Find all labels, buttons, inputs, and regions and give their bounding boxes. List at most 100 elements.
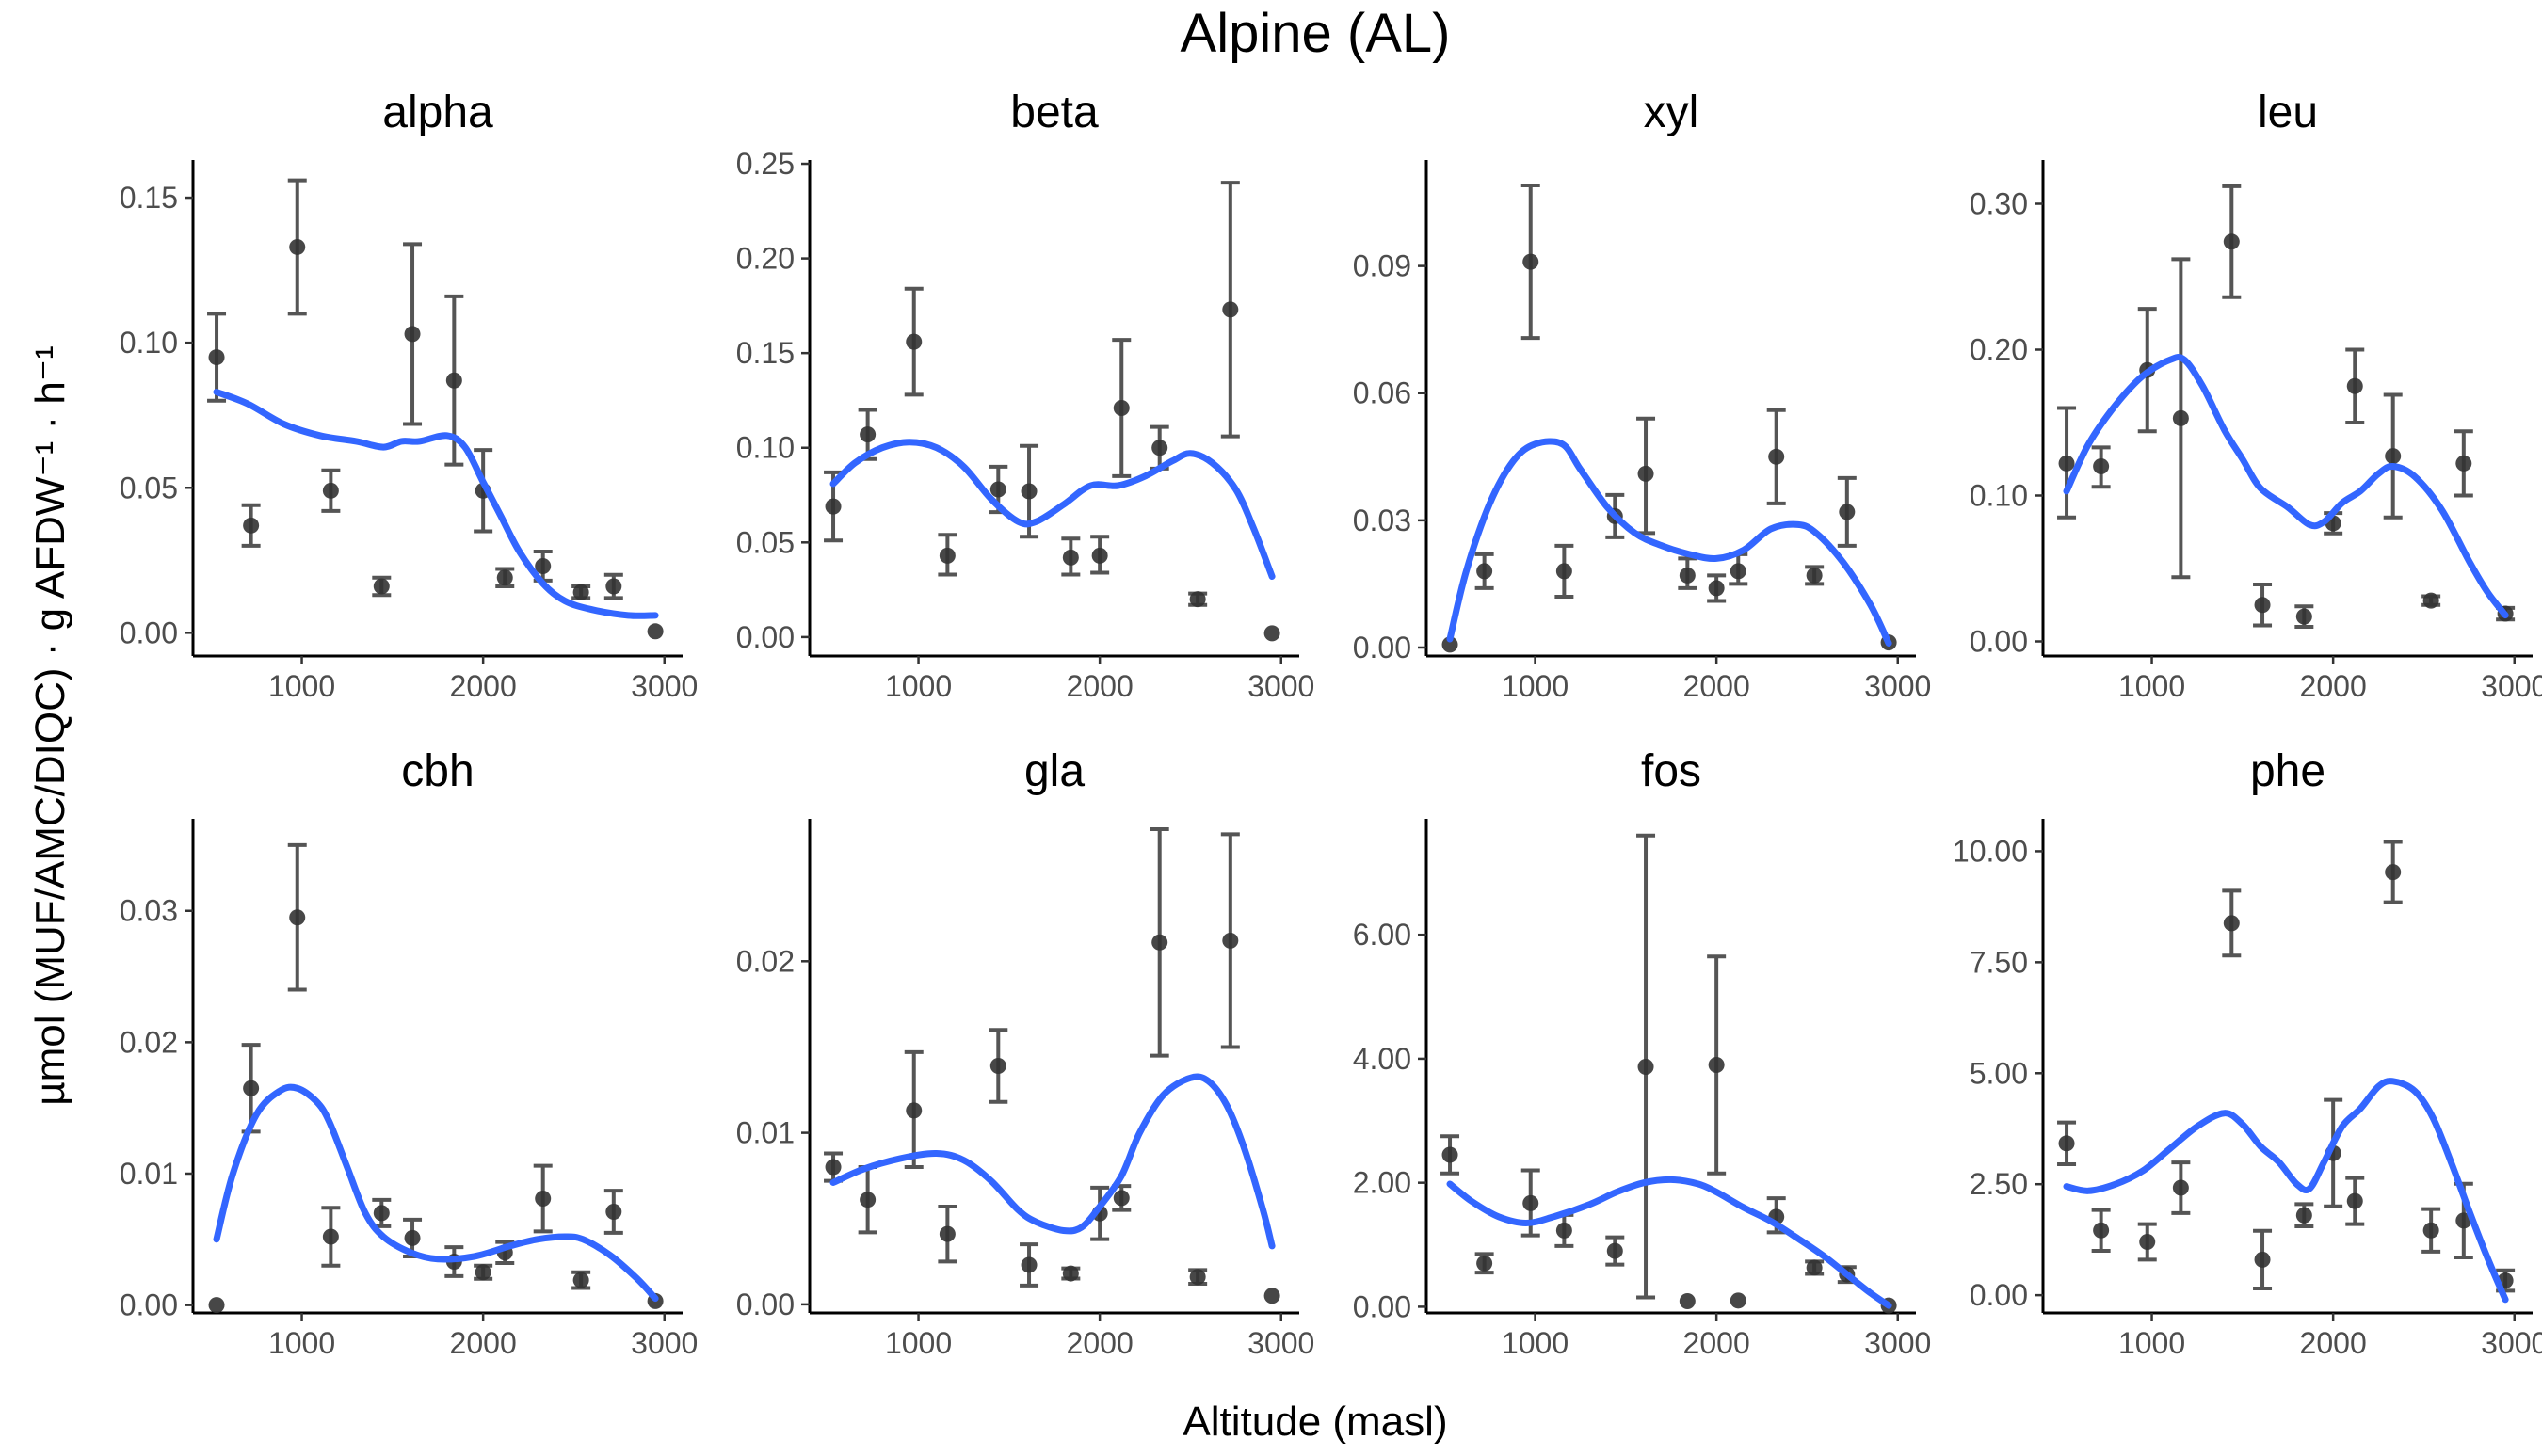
data-point <box>445 372 462 389</box>
data-point <box>208 349 225 366</box>
y-tick-label: 0.20 <box>736 242 795 276</box>
data-point <box>825 1159 842 1176</box>
data-point <box>1708 1057 1725 1074</box>
data-point <box>1062 549 1079 566</box>
x-tick-label: 1000 <box>1502 669 1569 703</box>
panel-title: beta <box>1010 88 1099 137</box>
data-point <box>373 578 390 595</box>
data-point <box>647 623 664 640</box>
data-point <box>2093 1222 2110 1239</box>
data-point <box>2254 597 2271 614</box>
data-point <box>1189 1269 1206 1286</box>
y-tick-label: 7.50 <box>1970 945 2028 979</box>
data-point <box>2346 377 2363 394</box>
smooth-line <box>2063 354 2509 619</box>
data-point <box>989 1058 1006 1074</box>
data-point <box>939 1225 956 1242</box>
x-tick-label: 3000 <box>1864 669 1931 703</box>
x-tick-label: 3000 <box>1247 669 1314 703</box>
panel-fos: fos 0.00 2.00 4.00 6.00 1000 2000 3000 <box>1353 746 1932 1360</box>
panel-alpha: alpha 0.00 0.05 0.10 0.15 1000 2000 3000 <box>120 88 699 703</box>
data-point <box>2093 458 2110 474</box>
y-tick-label: 4.00 <box>1353 1042 1411 1076</box>
y-tick-label: 0.00 <box>120 616 178 649</box>
data-point <box>1730 1292 1746 1309</box>
data-point <box>1708 580 1725 597</box>
x-tick-label: 1000 <box>2118 669 2185 703</box>
data-point <box>2385 448 2402 465</box>
data-point <box>1062 1265 1079 1282</box>
data-point <box>2223 915 2240 932</box>
data-point <box>939 547 956 564</box>
smooth-line <box>2063 1078 2509 1304</box>
data-point <box>860 1192 877 1208</box>
y-tick-label: 0.09 <box>1353 249 1411 283</box>
data-point <box>1476 563 1493 580</box>
smooth-line <box>1446 1176 1892 1309</box>
x-tick-label: 1000 <box>268 669 335 703</box>
data-point <box>535 557 552 574</box>
y-tick-label: 0.02 <box>120 1025 178 1059</box>
x-tick-label: 2000 <box>2300 669 2367 703</box>
smooth-line <box>829 1073 1276 1250</box>
y-tick-label: 0.00 <box>120 1288 178 1322</box>
data-point <box>860 426 877 443</box>
x-tick-label: 2000 <box>2300 1326 2367 1360</box>
data-point <box>1806 567 1823 584</box>
y-tick-label: 0.15 <box>120 181 178 215</box>
x-tick-label: 3000 <box>631 1326 698 1360</box>
data-point <box>1522 253 1539 270</box>
x-tick-label: 2000 <box>1067 1326 1134 1360</box>
x-tick-label: 1000 <box>1502 1326 1569 1360</box>
y-tick-label: 0.25 <box>736 147 795 181</box>
y-tick-label: 0.10 <box>120 326 178 360</box>
data-point <box>475 1264 491 1281</box>
data-point <box>322 482 339 499</box>
data-point <box>1113 400 1130 416</box>
smooth-line <box>829 439 1276 580</box>
y-tick-label: 0.01 <box>120 1157 178 1191</box>
panel-cbh: cbh 0.00 0.01 0.02 0.03 1000 2000 3000 <box>120 746 699 1360</box>
x-tick-label: 2000 <box>1683 1326 1750 1360</box>
data-point <box>1637 465 1654 482</box>
data-point <box>1263 1288 1280 1304</box>
y-tick-label: 0.05 <box>120 471 178 504</box>
data-point <box>1151 934 1168 951</box>
y-tick-label: 6.00 <box>1353 918 1411 952</box>
data-point <box>243 1080 260 1096</box>
x-tick-label: 2000 <box>1683 669 1750 703</box>
data-point <box>1441 1146 1458 1163</box>
x-tick-label: 1000 <box>2118 1326 2185 1360</box>
y-tick-label: 0.15 <box>736 336 795 370</box>
data-point <box>289 909 306 926</box>
data-point <box>1263 625 1280 642</box>
data-point <box>605 578 622 595</box>
x-tick-label: 2000 <box>450 1326 517 1360</box>
data-point <box>906 1102 923 1119</box>
panel-title: gla <box>1024 746 1085 796</box>
data-point <box>825 498 842 515</box>
y-tick-label: 0.06 <box>1353 376 1411 410</box>
x-tick-label: 3000 <box>2481 1326 2542 1360</box>
data-point <box>322 1228 339 1245</box>
data-point <box>2172 1179 2189 1196</box>
data-point <box>2058 455 2075 472</box>
y-tick-label: 10.00 <box>1953 834 2028 868</box>
data-point <box>535 1191 552 1208</box>
data-point <box>2346 1192 2363 1209</box>
y-tick-label: 0.00 <box>1353 631 1411 664</box>
data-point <box>2254 1251 2271 1268</box>
y-tick-label: 0.05 <box>736 525 795 559</box>
data-point <box>989 481 1006 498</box>
panel-leu: leu 0.00 0.10 0.20 0.30 1000 2000 3000 <box>1970 88 2542 703</box>
y-tick-label: 0.03 <box>120 894 178 928</box>
smooth-line <box>1446 438 1892 647</box>
data-point <box>2455 1212 2472 1229</box>
data-point <box>1476 1255 1493 1272</box>
panels-layer: alpha 0.00 0.05 0.10 0.15 1000 2000 3000 beta 0.0… <box>120 88 2542 1360</box>
panel-title: alpha <box>382 88 493 137</box>
y-tick-label: 0.30 <box>1970 187 2028 221</box>
smooth-line <box>213 389 659 619</box>
data-point <box>1839 504 1856 520</box>
